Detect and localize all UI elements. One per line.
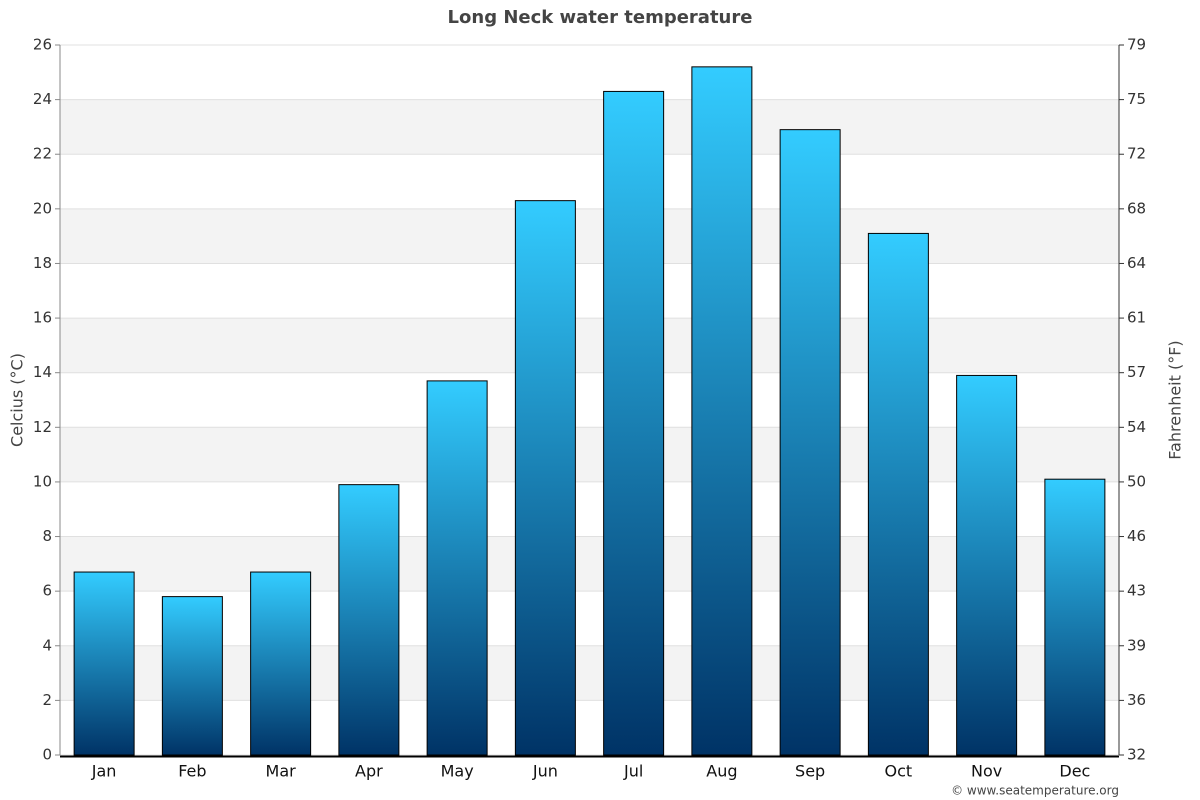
y2-tick-label: 54 <box>1127 418 1146 436</box>
y-tick-label: 22 <box>33 145 52 163</box>
x-tick-label: Sep <box>795 762 825 781</box>
bar <box>338 484 400 756</box>
chart-title: Long Neck water temperature <box>448 7 753 28</box>
y2-tick-label: 75 <box>1127 90 1146 108</box>
x-tick-label: Oct <box>885 762 913 781</box>
y2-tick-label: 61 <box>1127 309 1146 327</box>
y-tick-label: 18 <box>33 254 52 272</box>
grid-band <box>60 99 1119 155</box>
y2-tick-label: 39 <box>1127 636 1146 654</box>
source-credit: © www.seatemperature.org <box>951 784 1119 798</box>
x-tick-label: Mar <box>266 762 297 781</box>
y-tick-label: 16 <box>33 309 52 327</box>
y-tick-label: 10 <box>33 472 52 490</box>
x-tick-label: Jun <box>532 762 558 781</box>
grid-band <box>60 318 1119 373</box>
bar <box>426 380 488 756</box>
bar <box>603 90 665 756</box>
y2-tick-label: 36 <box>1127 691 1146 709</box>
y-tick-label: 12 <box>33 418 52 436</box>
y-tick-label: 20 <box>33 199 52 217</box>
x-tick-label: Nov <box>971 762 1002 781</box>
x-tick-label: Jul <box>623 762 643 781</box>
bar <box>779 129 841 756</box>
y2-tick-label: 50 <box>1127 472 1146 490</box>
x-tick-label: Feb <box>178 762 206 781</box>
bar <box>73 571 135 756</box>
x-tick-label: Apr <box>355 762 383 781</box>
y-tick-label: 24 <box>33 90 52 108</box>
y2-tick-label: 64 <box>1127 254 1146 272</box>
y-tick-label: 6 <box>42 582 52 600</box>
bar <box>161 596 223 756</box>
y2-axis-title: Fahrenheit (°F) <box>1166 340 1185 459</box>
x-tick-label: May <box>441 762 474 781</box>
x-tick-label: Aug <box>706 762 737 781</box>
y-tick-label: 4 <box>42 636 52 654</box>
y-tick-label: 0 <box>42 746 52 764</box>
x-tick-label: Dec <box>1059 762 1090 781</box>
bar <box>1044 478 1106 756</box>
grid-band <box>60 208 1119 264</box>
y-axis-title: Celcius (°C) <box>8 353 27 447</box>
grid-band <box>60 427 1119 482</box>
y2-tick-label: 68 <box>1127 199 1146 217</box>
grid-band <box>60 645 1119 701</box>
bar <box>956 374 1018 756</box>
y-tick-label: 8 <box>42 527 52 545</box>
y2-tick-label: 72 <box>1127 145 1146 163</box>
y2-tick-label: 43 <box>1127 582 1146 600</box>
y2-tick-label: 57 <box>1127 363 1146 381</box>
bar <box>250 571 312 756</box>
bar <box>514 200 576 756</box>
x-tick-label: Jan <box>91 762 117 781</box>
y-tick-label: 26 <box>33 36 52 54</box>
y2-tick-label: 32 <box>1127 746 1146 764</box>
bar <box>691 66 753 756</box>
y-tick-label: 14 <box>33 363 52 381</box>
grid-band <box>60 536 1119 592</box>
y2-tick-label: 79 <box>1127 36 1146 54</box>
y-tick-label: 2 <box>42 691 52 709</box>
y2-tick-label: 46 <box>1127 527 1146 545</box>
bar <box>867 232 929 756</box>
